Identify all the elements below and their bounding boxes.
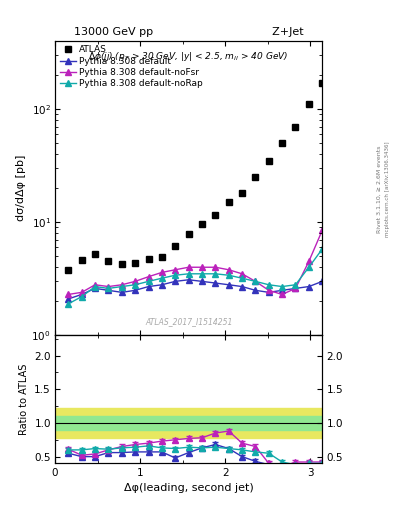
Pythia 8.308 default	[133, 287, 138, 293]
Pythia 8.308 default	[320, 279, 325, 285]
ATLAS	[119, 261, 124, 267]
Pythia 8.308 default-noRap	[160, 275, 164, 281]
Pythia 8.308 default-noRap	[293, 282, 298, 288]
Line: Pythia 8.308 default: Pythia 8.308 default	[66, 277, 325, 302]
ATLAS	[160, 254, 164, 260]
ATLAS	[240, 190, 244, 197]
Pythia 8.308 default-noFsr	[186, 264, 191, 270]
Text: ATLAS_2017_I1514251: ATLAS_2017_I1514251	[145, 317, 232, 327]
ATLAS	[66, 267, 71, 273]
Pythia 8.308 default-noRap	[186, 271, 191, 277]
Pythia 8.308 default-noFsr	[253, 279, 258, 285]
ATLAS	[146, 256, 151, 262]
Pythia 8.308 default-noRap	[266, 282, 271, 288]
Pythia 8.308 default-noFsr	[200, 264, 204, 270]
ATLAS	[307, 101, 311, 108]
Pythia 8.308 default-noFsr	[160, 269, 164, 275]
Pythia 8.308 default-noRap	[226, 272, 231, 279]
Line: ATLAS: ATLAS	[65, 79, 326, 273]
Pythia 8.308 default-noRap	[307, 264, 311, 270]
ATLAS	[133, 260, 138, 266]
Text: Rivet 3.1.10, ≥ 2.6M events: Rivet 3.1.10, ≥ 2.6M events	[377, 146, 382, 233]
Pythia 8.308 default-noRap	[106, 285, 111, 291]
Pythia 8.308 default	[240, 284, 244, 290]
Pythia 8.308 default	[93, 285, 97, 291]
Pythia 8.308 default-noFsr	[119, 282, 124, 288]
Pythia 8.308 default	[173, 279, 178, 285]
X-axis label: Δφ(leading, second jet): Δφ(leading, second jet)	[124, 483, 253, 493]
Pythia 8.308 default-noRap	[253, 279, 258, 285]
Pythia 8.308 default-noRap	[79, 293, 84, 300]
Pythia 8.308 default-noRap	[200, 271, 204, 277]
Text: mcplots.cern.ch [arXiv:1306.3436]: mcplots.cern.ch [arXiv:1306.3436]	[385, 142, 389, 237]
ATLAS	[213, 212, 218, 219]
Pythia 8.308 default-noFsr	[93, 282, 97, 288]
Pythia 8.308 default	[213, 280, 218, 286]
Pythia 8.308 default-noFsr	[66, 291, 71, 297]
Pythia 8.308 default-noFsr	[133, 279, 138, 285]
Pythia 8.308 default-noRap	[213, 271, 218, 277]
Pythia 8.308 default	[66, 296, 71, 302]
Pythia 8.308 default	[160, 282, 164, 288]
Pythia 8.308 default-noRap	[280, 284, 285, 290]
Pythia 8.308 default-noFsr	[266, 287, 271, 293]
Y-axis label: Ratio to ATLAS: Ratio to ATLAS	[19, 364, 29, 435]
Pythia 8.308 default-noFsr	[293, 285, 298, 291]
Pythia 8.308 default-noRap	[119, 284, 124, 290]
ATLAS	[173, 243, 178, 249]
Pythia 8.308 default	[119, 289, 124, 295]
ATLAS	[79, 258, 84, 264]
Pythia 8.308 default	[266, 289, 271, 295]
Pythia 8.308 default-noFsr	[213, 264, 218, 270]
Pythia 8.308 default-noFsr	[307, 259, 311, 265]
Pythia 8.308 default-noFsr	[240, 271, 244, 277]
Pythia 8.308 default	[280, 287, 285, 293]
Pythia 8.308 default-noRap	[93, 284, 97, 290]
ATLAS	[266, 158, 271, 164]
Pythia 8.308 default	[200, 279, 204, 285]
Pythia 8.308 default-noFsr	[146, 273, 151, 280]
Pythia 8.308 default	[146, 284, 151, 290]
ATLAS	[93, 251, 97, 258]
Pythia 8.308 default-noFsr	[79, 289, 84, 295]
Pythia 8.308 default-noRap	[66, 301, 71, 307]
Pythia 8.308 default-noFsr	[320, 227, 325, 233]
Title: 13000 GeV pp                                  Z+Jet: 13000 GeV pp Z+Jet	[74, 28, 303, 37]
ATLAS	[106, 259, 111, 265]
Pythia 8.308 default-noRap	[146, 279, 151, 285]
ATLAS	[200, 221, 204, 227]
ATLAS	[186, 231, 191, 237]
Pythia 8.308 default	[186, 276, 191, 283]
Pythia 8.308 default-noFsr	[106, 284, 111, 290]
Pythia 8.308 default-noRap	[133, 282, 138, 288]
Pythia 8.308 default	[226, 282, 231, 288]
ATLAS	[280, 140, 285, 146]
Pythia 8.308 default-noRap	[320, 246, 325, 252]
ATLAS	[253, 174, 258, 180]
Pythia 8.308 default-noRap	[240, 275, 244, 281]
Pythia 8.308 default-noFsr	[173, 267, 178, 273]
Pythia 8.308 default	[106, 287, 111, 293]
Pythia 8.308 default	[307, 284, 311, 290]
Pythia 8.308 default-noRap	[173, 272, 178, 279]
Line: Pythia 8.308 default-noFsr: Pythia 8.308 default-noFsr	[66, 227, 325, 297]
Pythia 8.308 default	[293, 285, 298, 291]
Pythia 8.308 default	[253, 287, 258, 293]
ATLAS	[320, 80, 325, 86]
Legend: ATLAS, Pythia 8.308 default, Pythia 8.308 default-noFsr, Pythia 8.308 default-no: ATLAS, Pythia 8.308 default, Pythia 8.30…	[58, 44, 205, 90]
Line: Pythia 8.308 default-noRap: Pythia 8.308 default-noRap	[66, 246, 325, 307]
Pythia 8.308 default-noFsr	[280, 291, 285, 297]
Y-axis label: dσ/dΔφ [pb]: dσ/dΔφ [pb]	[16, 155, 26, 221]
Pythia 8.308 default-noFsr	[226, 267, 231, 273]
Text: $\Delta\phi$(jj) ($p_T$ > 30 GeV, |y| < 2.5, m$_{ll}$ > 40 GeV): $\Delta\phi$(jj) ($p_T$ > 30 GeV, |y| < …	[88, 50, 289, 63]
ATLAS	[293, 123, 298, 130]
ATLAS	[226, 199, 231, 205]
Pythia 8.308 default	[79, 291, 84, 297]
